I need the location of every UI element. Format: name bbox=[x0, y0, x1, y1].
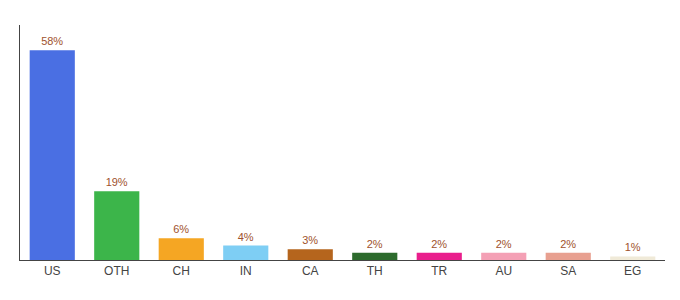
svg-text:19%: 19% bbox=[106, 176, 128, 188]
svg-text:3%: 3% bbox=[302, 234, 318, 246]
svg-text:TH: TH bbox=[367, 264, 383, 278]
svg-text:IN: IN bbox=[240, 264, 252, 278]
svg-text:AU: AU bbox=[495, 264, 512, 278]
svg-text:2%: 2% bbox=[496, 238, 512, 250]
svg-text:6%: 6% bbox=[173, 223, 189, 235]
svg-text:CH: CH bbox=[173, 264, 190, 278]
svg-text:EG: EG bbox=[624, 264, 641, 278]
svg-text:58%: 58% bbox=[41, 35, 63, 47]
svg-text:4%: 4% bbox=[238, 231, 254, 243]
svg-text:CA: CA bbox=[302, 264, 319, 278]
svg-text:2%: 2% bbox=[367, 238, 383, 250]
svg-text:OTH: OTH bbox=[104, 264, 129, 278]
svg-text:SA: SA bbox=[560, 264, 576, 278]
svg-text:TR: TR bbox=[431, 264, 447, 278]
svg-text:US: US bbox=[44, 264, 61, 278]
svg-text:2%: 2% bbox=[560, 238, 576, 250]
svg-text:2%: 2% bbox=[431, 238, 447, 250]
svg-text:1%: 1% bbox=[625, 241, 641, 253]
